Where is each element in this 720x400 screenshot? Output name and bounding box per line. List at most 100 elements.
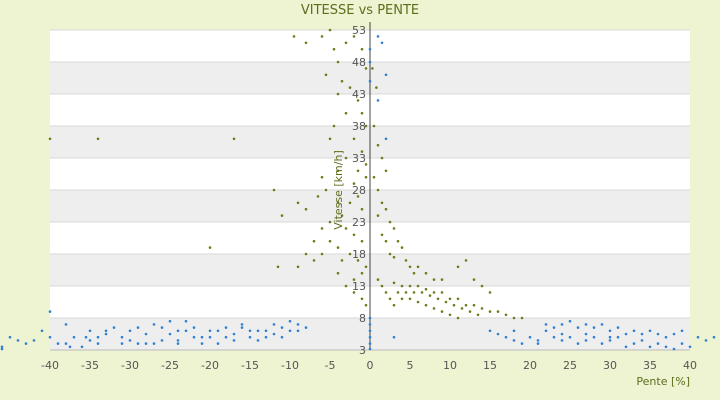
- data-point: [120, 342, 124, 345]
- data-point: [384, 137, 388, 141]
- data-point: [128, 339, 132, 342]
- data-point: [340, 79, 344, 83]
- data-point: [48, 137, 52, 141]
- y-tick-label: 28: [352, 184, 366, 197]
- data-point: [420, 291, 424, 294]
- data-point: [328, 28, 332, 32]
- data-point: [412, 271, 416, 275]
- data-point: [136, 342, 140, 345]
- data-point: [340, 214, 344, 217]
- data-point: [96, 335, 100, 339]
- data-point: [632, 342, 636, 345]
- data-point: [480, 307, 484, 310]
- y-tick-label: 33: [352, 152, 366, 165]
- data-point: [388, 252, 392, 256]
- data-point: [392, 255, 396, 259]
- data-point: [48, 335, 52, 339]
- data-point: [368, 329, 372, 333]
- data-point: [264, 329, 268, 333]
- data-point: [384, 73, 388, 77]
- data-point: [368, 316, 372, 320]
- data-point: [160, 326, 164, 329]
- data-point: [336, 246, 340, 249]
- data-point: [64, 323, 68, 326]
- data-point: [352, 233, 356, 237]
- data-point: [312, 259, 316, 262]
- y-tick-label: 48: [352, 56, 366, 69]
- data-point: [328, 137, 332, 141]
- data-point: [288, 319, 292, 323]
- x-tick-labels: -40 -35 -30 -25 -20 -15 -10 -5 0 5 10 15 20 25 30 35 40: [41, 359, 697, 372]
- data-point: [192, 335, 196, 339]
- data-point: [616, 326, 620, 329]
- data-point: [332, 47, 336, 51]
- data-point: [424, 271, 428, 275]
- data-point: [280, 335, 284, 339]
- chart-title: VITESSE vs PENTE: [301, 3, 419, 18]
- data-point: [512, 316, 516, 320]
- data-point: [200, 342, 204, 345]
- data-point: [208, 335, 212, 339]
- y-tick-label: 38: [352, 120, 366, 133]
- data-point: [364, 303, 368, 307]
- data-point: [408, 297, 412, 301]
- data-point: [384, 291, 388, 294]
- data-point: [568, 335, 572, 339]
- data-point: [608, 335, 612, 339]
- y-axis-label: Vitesse [km/h]: [332, 150, 345, 230]
- data-point: [488, 291, 492, 294]
- data-point: [376, 214, 380, 217]
- data-point: [384, 169, 388, 173]
- data-point: [88, 329, 92, 333]
- data-point: [328, 239, 332, 243]
- data-point: [412, 291, 416, 294]
- data-point: [240, 323, 244, 326]
- x-tick-label: -15: [241, 359, 259, 372]
- data-point: [176, 342, 180, 345]
- data-point: [536, 342, 540, 345]
- data-point: [440, 310, 444, 313]
- data-point: [304, 326, 308, 329]
- data-point: [388, 220, 392, 224]
- data-point: [348, 252, 352, 256]
- data-point: [476, 313, 480, 317]
- data-point: [712, 335, 716, 339]
- data-point: [352, 182, 356, 185]
- data-point: [256, 339, 260, 342]
- data-point: [504, 335, 508, 339]
- data-point: [152, 342, 156, 345]
- data-point: [436, 297, 440, 301]
- data-point: [376, 188, 380, 192]
- data-point: [0, 345, 4, 349]
- data-point: [304, 41, 308, 45]
- data-point: [592, 335, 596, 339]
- data-point: [216, 342, 220, 345]
- data-point: [512, 329, 516, 333]
- data-point: [112, 326, 116, 329]
- data-point: [368, 60, 372, 64]
- data-point: [328, 220, 332, 224]
- data-point: [600, 342, 604, 345]
- data-point: [16, 339, 20, 342]
- data-point: [360, 47, 364, 51]
- data-point: [680, 342, 684, 345]
- data-point: [424, 303, 428, 307]
- data-point: [240, 326, 244, 329]
- data-point: [380, 156, 384, 160]
- data-point: [392, 281, 396, 285]
- data-point: [224, 335, 228, 339]
- data-point: [380, 201, 384, 205]
- data-point: [360, 150, 364, 153]
- data-point: [0, 347, 4, 351]
- data-point: [168, 332, 172, 336]
- data-point: [488, 310, 492, 313]
- y-tick-label: 43: [352, 88, 366, 101]
- data-point: [428, 294, 432, 297]
- data-point: [392, 335, 396, 339]
- data-point: [224, 326, 228, 329]
- data-point: [248, 329, 252, 333]
- data-point: [656, 342, 660, 345]
- data-point: [360, 207, 364, 211]
- data-point: [376, 35, 380, 38]
- data-point: [160, 339, 164, 342]
